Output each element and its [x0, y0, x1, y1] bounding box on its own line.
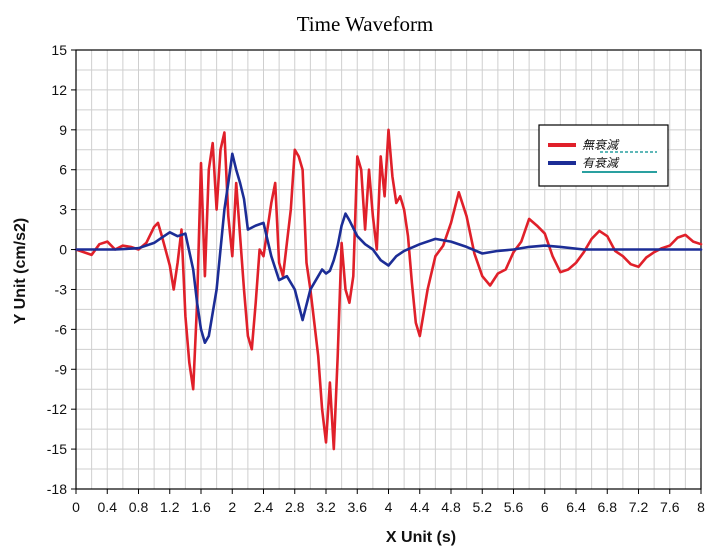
chart-title: Time Waveform — [297, 12, 434, 36]
x-tick-label: 2.4 — [254, 499, 274, 515]
series-line-0 — [74, 128, 703, 451]
x-tick-label: 3.6 — [348, 499, 368, 515]
legend-box — [538, 124, 669, 187]
x-tick-label: 3.2 — [316, 499, 336, 515]
x-tick-label: 0.4 — [98, 499, 118, 515]
y-tick-label: 6 — [59, 162, 67, 178]
y-tick-label: 12 — [51, 82, 67, 98]
y-tick-label: -9 — [55, 361, 68, 377]
chart-grid — [75, 49, 702, 490]
y-tick-label: -15 — [47, 441, 67, 457]
x-tick-label: 4.4 — [410, 499, 430, 515]
x-tick-label: 4 — [385, 499, 393, 515]
x-axis-label: X Unit (s) — [386, 529, 456, 546]
y-tick-label: 0 — [59, 242, 67, 258]
y-tick-label: -12 — [47, 401, 67, 417]
x-tick-label: 7.2 — [629, 499, 649, 515]
x-tick-label: 0 — [72, 499, 80, 515]
x-tick-label: 0.8 — [129, 499, 149, 515]
x-tick-label: 5.6 — [504, 499, 524, 515]
y-axis-label: Y Unit (cm/s2) — [12, 218, 29, 324]
x-tick-label: 6 — [541, 499, 549, 515]
x-axis-ticks: 0 0.4 0.8 1.2 1.6 2 2.4 2.8 3.2 3.6 4 4.4 4.8 5.2 5.6 6… — [72, 489, 705, 515]
x-tick-label: 5.2 — [473, 499, 493, 515]
x-tick-label: 6.8 — [598, 499, 618, 515]
y-tick-label: 3 — [59, 202, 67, 218]
y-axis-ticks: 15 12 9 6 3 0 -3 -6 -9 -12 -15 -18 — [47, 42, 76, 497]
x-tick-label: 2.8 — [285, 499, 305, 515]
series-line-1 — [74, 152, 703, 345]
x-tick-label: 7.6 — [660, 499, 680, 515]
legend: 無衰減 有衰減 — [538, 124, 669, 187]
x-tick-label: 1.2 — [160, 499, 180, 515]
legend-label-series-1: 有衰減 — [582, 156, 620, 170]
y-tick-label: -18 — [47, 481, 67, 497]
y-tick-label: 9 — [59, 122, 67, 138]
series-layer — [74, 128, 703, 451]
x-tick-label: 8 — [697, 499, 705, 515]
x-tick-label: 4.8 — [441, 499, 461, 515]
x-tick-label: 6.4 — [566, 499, 586, 515]
y-tick-label: 15 — [51, 42, 67, 58]
x-tick-label: 2 — [228, 499, 236, 515]
y-tick-label: -6 — [55, 321, 68, 337]
legend-label-series-0: 無衰減 — [582, 138, 620, 152]
x-tick-label: 1.6 — [191, 499, 211, 515]
y-tick-label: -3 — [55, 281, 68, 297]
